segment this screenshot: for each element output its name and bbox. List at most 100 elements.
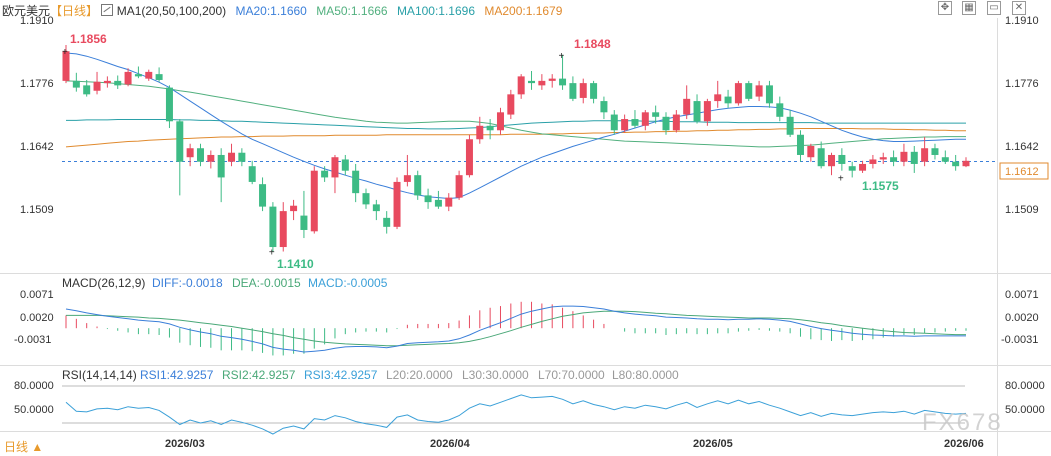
candle-body (331, 157, 339, 178)
candle-body (807, 145, 815, 158)
candle (134, 66, 142, 79)
candle-body (207, 154, 215, 162)
candle-body (93, 81, 101, 91)
candle-body (352, 170, 360, 194)
candle (672, 110, 680, 133)
period-button[interactable]: 日线 ▲ (4, 440, 44, 454)
price-tick-right: 1.1776 (1005, 78, 1039, 90)
candle-body (176, 121, 184, 162)
candle-body (569, 83, 577, 99)
move-icon[interactable]: ✥ (938, 1, 952, 15)
date-tick: 2026/03 (165, 438, 205, 450)
rsi-l80: L80:80.0000 (612, 368, 679, 382)
candle (414, 170, 422, 200)
candle-body (424, 195, 432, 203)
candle (279, 202, 287, 252)
grid-icon[interactable]: ▦ (962, 1, 976, 15)
candle (310, 166, 318, 234)
candle-body (952, 161, 960, 167)
candle (445, 193, 453, 212)
candle-body (962, 160, 970, 167)
candle-body (879, 157, 887, 160)
candle-body (455, 175, 463, 198)
candle-body (228, 152, 236, 162)
candle-body (155, 74, 163, 80)
candle (155, 67, 163, 82)
ma-indicator-icon[interactable] (101, 4, 114, 16)
candle-body (465, 139, 473, 176)
candle (114, 75, 122, 89)
candle (383, 211, 391, 234)
ma200-value: MA200:1.1679 (484, 4, 563, 18)
candle-body (238, 152, 246, 162)
price-tick-right: 1.1509 (1005, 204, 1039, 216)
close-icon[interactable]: ✕ (1012, 1, 1026, 15)
candle (807, 143, 815, 162)
rsi3-value: RSI3:42.9257 (304, 368, 378, 382)
candle-body (672, 114, 680, 131)
ma-label: MA1(20,50,100,200) (116, 4, 227, 18)
candle-body (393, 181, 401, 227)
price-tick-right: 1.1910 (1005, 15, 1039, 27)
rsi-tick-left: 80.0000 (14, 380, 54, 392)
macd-tick-left: -0.0031 (14, 334, 51, 346)
candle (248, 160, 256, 185)
candle (238, 148, 246, 167)
candle (859, 160, 867, 173)
candle (434, 190, 442, 209)
candle-body (796, 134, 804, 155)
candle-body (652, 112, 660, 117)
candle-body (321, 170, 329, 178)
candle-body (372, 204, 380, 212)
period-label[interactable]: 【日线】 (50, 4, 99, 18)
candle-body (869, 159, 877, 164)
candle-body (890, 157, 898, 162)
rsi-l30: L30:30.0000 (462, 368, 529, 382)
candle (538, 74, 546, 90)
high-annotation-1: 1.1856 (70, 32, 107, 46)
restore-icon[interactable]: ▭ (987, 1, 1001, 15)
candle (217, 148, 225, 203)
diff-line (65, 305, 966, 353)
candle-body (134, 74, 142, 77)
candle (259, 177, 267, 212)
candle (631, 110, 639, 129)
candle-body (528, 80, 536, 84)
date-tick: 2026/04 (430, 438, 471, 450)
candle-body (165, 87, 173, 122)
candle-body (310, 170, 318, 232)
ma100-value: MA100:1.1696 (396, 4, 475, 18)
candle (796, 130, 804, 162)
candle-body (124, 71, 132, 85)
candle (714, 80, 722, 108)
last-price-box (999, 162, 1049, 180)
candle-body (631, 119, 639, 126)
extreme-marker: + (269, 248, 275, 259)
rsi-line (65, 394, 967, 435)
price-tick-left: 1.1642 (20, 141, 54, 153)
candle-body (859, 163, 867, 171)
low-annotation-1: 1.1410 (277, 257, 314, 271)
candle (786, 110, 794, 138)
candle-body (621, 119, 629, 131)
candle (528, 70, 536, 90)
rsi-label: RSI(14,14,14) (62, 368, 137, 382)
candle (879, 152, 887, 164)
candle (641, 110, 649, 131)
candle (362, 188, 370, 209)
price-tick-right: 1.1642 (1005, 141, 1039, 153)
candle-body (910, 151, 918, 164)
candle-body (248, 166, 256, 182)
ma20-line (65, 52, 966, 200)
candle (776, 96, 784, 122)
candle (745, 80, 753, 102)
candle (569, 76, 577, 102)
macd-diff-value: DIFF:-0.0018 (152, 276, 223, 290)
candle-body (610, 114, 618, 131)
candle-body (217, 154, 225, 178)
candle-body (259, 184, 267, 207)
candle-body (786, 116, 794, 135)
candle-body (62, 51, 70, 81)
candle (590, 80, 598, 104)
